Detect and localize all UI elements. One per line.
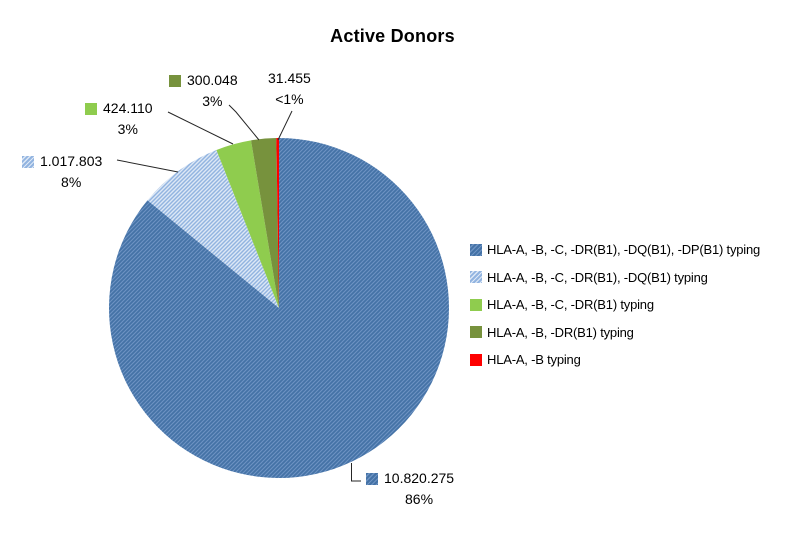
legend-label: HLA-A, -B typing <box>487 352 581 368</box>
data-label-value: 1.017.803 <box>40 153 103 169</box>
pie-slice-0 <box>109 138 450 478</box>
label-swatch-dark-blue <box>366 472 378 485</box>
data-label-percent: 8% <box>61 174 82 190</box>
data-label-hla-abdr: 300.048 3% <box>169 70 238 112</box>
leader-line <box>277 110 293 141</box>
data-label-hla-full-typing: 10.820.275 86% <box>366 468 454 510</box>
legend-label: HLA-A, -B, -C, -DR(B1) typing <box>487 297 654 313</box>
data-label-percent: 86% <box>405 491 434 507</box>
pie-slice-3 <box>251 138 279 308</box>
label-swatch-dark-green <box>169 74 181 87</box>
data-label-hla-abcdr: 424.110 3% <box>85 98 153 140</box>
leader-line <box>167 111 234 145</box>
leader-line <box>351 463 361 482</box>
pie-slice-2 <box>216 140 279 308</box>
legend-item-2: HLA-A, -B, -C, -DR(B1) typing <box>470 291 760 319</box>
chart-title: Active Donors <box>330 26 455 46</box>
legend-label: HLA-A, -B, -C, -DR(B1), -DQ(B1), -DP(B1)… <box>487 242 761 258</box>
leader-line <box>228 104 260 141</box>
legend-item-1: HLA-A, -B, -C, -DR(B1), -DQ(B1) typing <box>470 264 760 292</box>
legend-swatch-dark-green <box>470 326 482 339</box>
legend-label: HLA-A, -B, -DR(B1) typing <box>487 324 634 340</box>
legend-swatch-dark-blue <box>470 243 482 256</box>
legend-swatch-light-blue <box>470 271 482 284</box>
legend-label: HLA-A, -B, -C, -DR(B1), -DQ(B1) typing <box>487 269 708 285</box>
legend-swatch-red <box>470 353 482 366</box>
legend-item-3: HLA-A, -B, -DR(B1) typing <box>470 319 760 347</box>
data-label-value: 424.110 <box>103 100 153 116</box>
legend-swatch-light-green <box>470 298 482 311</box>
data-label-value: 31.455 <box>268 70 311 86</box>
label-swatch-light-green <box>85 102 97 115</box>
data-label-hla-abcdrdq: 1.017.803 8% <box>22 151 102 193</box>
data-label-hla-ab: 31.455 <1% <box>268 68 311 110</box>
leader-line <box>116 159 179 173</box>
pie-slice-4 <box>276 137 279 308</box>
data-label-percent: <1% <box>275 91 304 107</box>
data-label-value: 10.820.275 <box>384 470 455 486</box>
pie-slice-1 <box>147 149 279 308</box>
label-swatch-light-blue <box>22 155 34 168</box>
data-label-value: 300.048 <box>187 72 238 88</box>
legend-item-0: HLA-A, -B, -C, -DR(B1), -DQ(B1), -DP(B1)… <box>470 236 760 264</box>
legend: HLA-A, -B, -C, -DR(B1), -DQ(B1), -DP(B1)… <box>470 236 760 374</box>
data-label-percent: 3% <box>117 121 138 137</box>
data-label-percent: 3% <box>202 93 223 109</box>
legend-item-4: HLA-A, -B typing <box>470 346 760 374</box>
